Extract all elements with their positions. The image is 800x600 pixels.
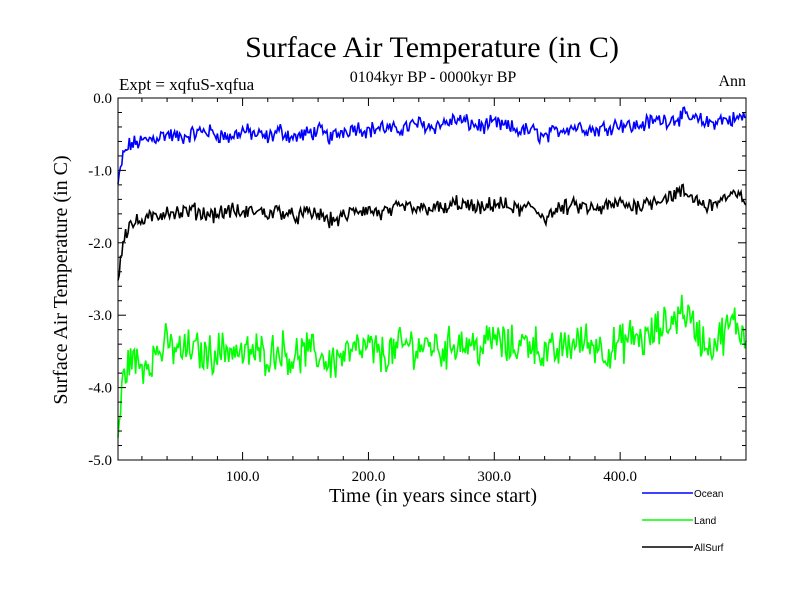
series-layer: [117, 106, 747, 438]
y-tick-label: -5.0: [88, 453, 112, 469]
x-tick-label: 200.0: [352, 469, 386, 485]
x-axis-label: Time (in years since start): [329, 485, 537, 507]
chart-title: Surface Air Temperature (in C): [245, 31, 619, 64]
legend-label-land: Land: [694, 516, 716, 527]
series-line-allsurf: [117, 183, 747, 281]
y-tick-label: -2.0: [88, 236, 112, 252]
season-label: Ann: [718, 73, 746, 90]
legend-label-ocean: Ocean: [694, 489, 723, 500]
x-tick-label: 400.0: [603, 469, 637, 485]
y-tick-label: -1.0: [88, 163, 112, 179]
series-line-ocean: [117, 106, 747, 185]
legend: Ocean Land AllSurf: [642, 489, 724, 554]
series-line-land: [117, 294, 747, 438]
y-tick-label: 0.0: [93, 91, 112, 107]
y-axis-label: Surface Air Temperature (in C): [50, 155, 72, 404]
legend-label-allsurf: AllSurf: [694, 543, 724, 554]
period-label: 0104kyr BP - 0000kyr BP: [350, 69, 517, 86]
x-tick-label: 100.0: [226, 469, 260, 485]
y-tick-label: -4.0: [88, 381, 112, 397]
x-tick-label: 300.0: [477, 469, 511, 485]
experiment-label: Expt = xqfuS-xqfua: [119, 75, 255, 94]
y-tick-label: -3.0: [88, 308, 112, 324]
plot-frame: [117, 97, 747, 461]
axes-layer: 100.0 200.0 300.0 400.0 0.0 -1.0 -2.0 -3.0 -4.0 -…: [88, 91, 747, 485]
